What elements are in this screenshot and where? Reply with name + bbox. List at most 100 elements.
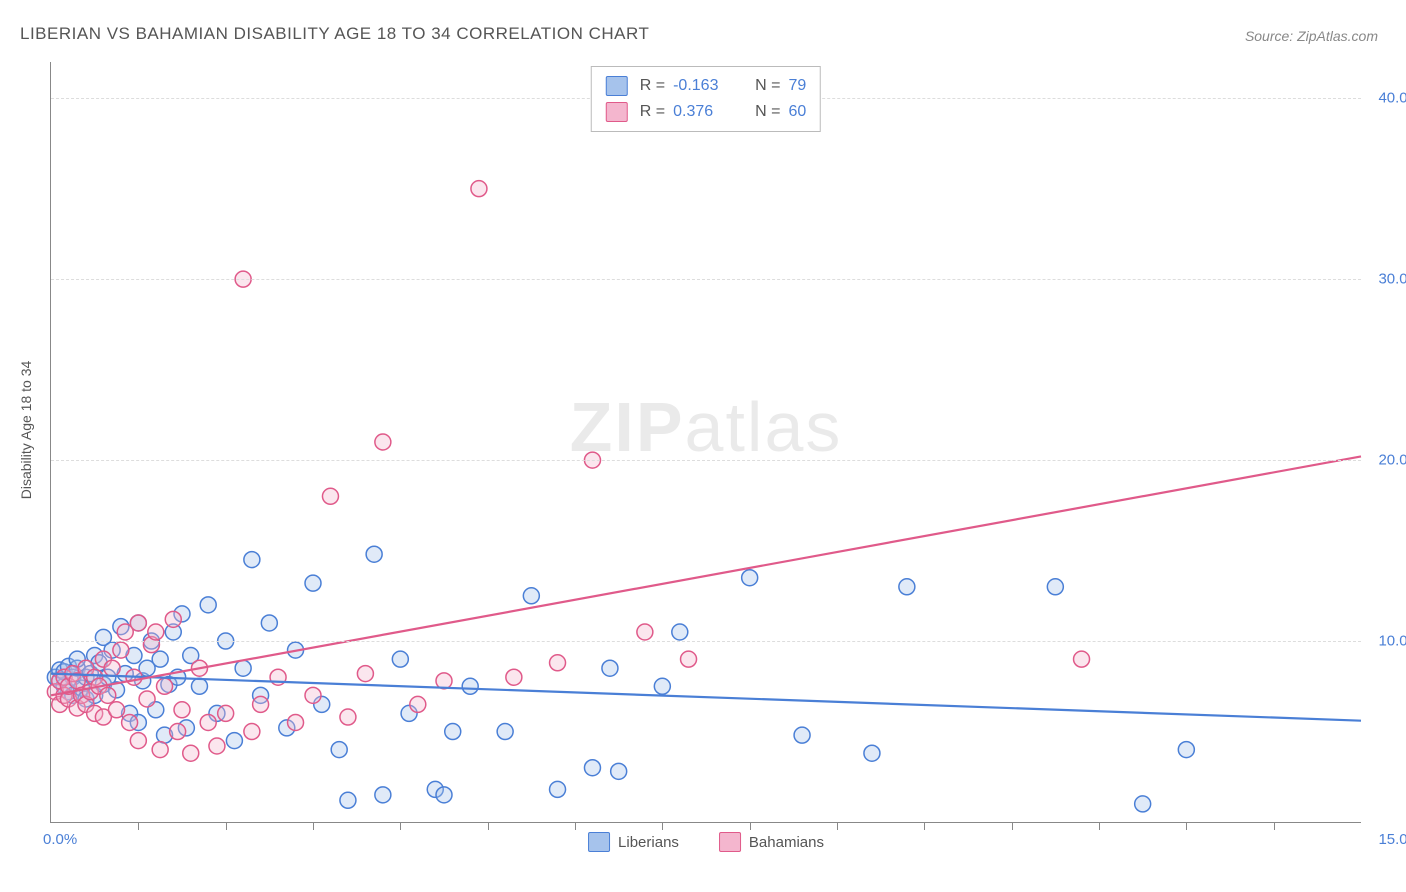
x-tick: [313, 822, 314, 830]
data-point-bahamians: [357, 666, 373, 682]
legend-item-liberians: Liberians: [588, 832, 679, 852]
data-point-liberians: [331, 742, 347, 758]
data-point-bahamians: [183, 745, 199, 761]
y-axis-label: Disability Age 18 to 34: [18, 361, 34, 500]
x-axis-min-label: 0.0%: [43, 831, 77, 848]
x-axis-max-label: 15.0%: [1378, 831, 1406, 848]
data-point-bahamians: [148, 624, 164, 640]
data-point-bahamians: [253, 696, 269, 712]
data-point-liberians: [445, 724, 461, 740]
data-point-bahamians: [139, 691, 155, 707]
n-value-liberians: 79: [788, 73, 806, 99]
y-tick-label: 40.0%: [1378, 90, 1406, 107]
data-point-bahamians: [550, 655, 566, 671]
data-point-bahamians: [340, 709, 356, 725]
data-point-bahamians: [209, 738, 225, 754]
data-point-bahamians: [471, 181, 487, 197]
x-tick: [400, 822, 401, 830]
data-point-bahamians: [113, 642, 129, 658]
data-point-bahamians: [130, 733, 146, 749]
x-tick: [1099, 822, 1100, 830]
data-point-liberians: [200, 597, 216, 613]
data-point-bahamians: [174, 702, 190, 718]
correlation-legend: R = -0.163 N = 79 R = 0.376 N = 60: [591, 66, 821, 132]
legend-row-liberians: R = -0.163 N = 79: [606, 73, 806, 99]
n-label: N =: [755, 73, 780, 99]
data-point-liberians: [462, 678, 478, 694]
x-tick: [138, 822, 139, 830]
data-point-bahamians: [410, 696, 426, 712]
data-point-bahamians: [1074, 651, 1090, 667]
chart-title: LIBERIAN VS BAHAMIAN DISABILITY AGE 18 T…: [20, 24, 649, 44]
data-point-liberians: [261, 615, 277, 631]
data-point-bahamians: [218, 705, 234, 721]
legend-row-bahamians: R = 0.376 N = 60: [606, 99, 806, 125]
x-tick: [488, 822, 489, 830]
data-point-liberians: [611, 763, 627, 779]
x-tick: [1186, 822, 1187, 830]
trend-line-bahamians: [51, 456, 1361, 695]
data-point-bahamians: [200, 714, 216, 730]
x-tick: [924, 822, 925, 830]
data-point-liberians: [864, 745, 880, 761]
gridline: [51, 641, 1361, 642]
source-attribution: Source: ZipAtlas.com: [1245, 28, 1378, 44]
y-tick-label: 20.0%: [1378, 452, 1406, 469]
x-tick: [1274, 822, 1275, 830]
data-point-bahamians: [305, 687, 321, 703]
data-point-bahamians: [681, 651, 697, 667]
data-point-bahamians: [322, 488, 338, 504]
data-point-liberians: [1047, 579, 1063, 595]
data-point-bahamians: [130, 615, 146, 631]
data-point-liberians: [152, 651, 168, 667]
x-tick: [837, 822, 838, 830]
data-point-bahamians: [375, 434, 391, 450]
swatch-bahamians: [606, 102, 628, 122]
y-tick-label: 10.0%: [1378, 633, 1406, 650]
legend-label-liberians: Liberians: [618, 834, 679, 851]
x-tick: [750, 822, 751, 830]
r-value-liberians: -0.163: [673, 73, 733, 99]
r-value-bahamians: 0.376: [673, 99, 733, 125]
x-tick: [662, 822, 663, 830]
legend-item-bahamians: Bahamians: [719, 832, 824, 852]
data-point-liberians: [375, 787, 391, 803]
data-point-bahamians: [157, 678, 173, 694]
data-point-liberians: [742, 570, 758, 586]
data-point-liberians: [584, 760, 600, 776]
legend-label-bahamians: Bahamians: [749, 834, 824, 851]
x-tick: [575, 822, 576, 830]
data-point-bahamians: [109, 702, 125, 718]
swatch-liberians: [606, 76, 628, 96]
trend-line-liberians: [51, 674, 1361, 721]
gridline: [51, 279, 1361, 280]
data-point-liberians: [244, 552, 260, 568]
data-point-liberians: [436, 787, 452, 803]
data-point-liberians: [794, 727, 810, 743]
data-point-liberians: [235, 660, 251, 676]
data-point-bahamians: [100, 687, 116, 703]
swatch-bahamians: [719, 832, 741, 852]
data-point-liberians: [602, 660, 618, 676]
data-point-bahamians: [104, 660, 120, 676]
r-label: R =: [640, 99, 665, 125]
data-point-bahamians: [122, 714, 138, 730]
data-point-liberians: [305, 575, 321, 591]
data-point-liberians: [523, 588, 539, 604]
data-point-bahamians: [152, 742, 168, 758]
data-point-bahamians: [170, 724, 186, 740]
data-point-liberians: [191, 678, 207, 694]
data-point-liberians: [366, 546, 382, 562]
y-tick-label: 30.0%: [1378, 271, 1406, 288]
swatch-liberians: [588, 832, 610, 852]
n-value-bahamians: 60: [788, 99, 806, 125]
x-tick: [226, 822, 227, 830]
data-point-liberians: [550, 781, 566, 797]
data-point-liberians: [672, 624, 688, 640]
data-point-bahamians: [165, 611, 181, 627]
data-point-liberians: [392, 651, 408, 667]
data-point-liberians: [654, 678, 670, 694]
series-legend: Liberians Bahamians: [588, 832, 824, 852]
gridline: [51, 460, 1361, 461]
plot-area: ZIPatlas R = -0.163 N = 79 R = 0.376 N =…: [50, 62, 1361, 823]
